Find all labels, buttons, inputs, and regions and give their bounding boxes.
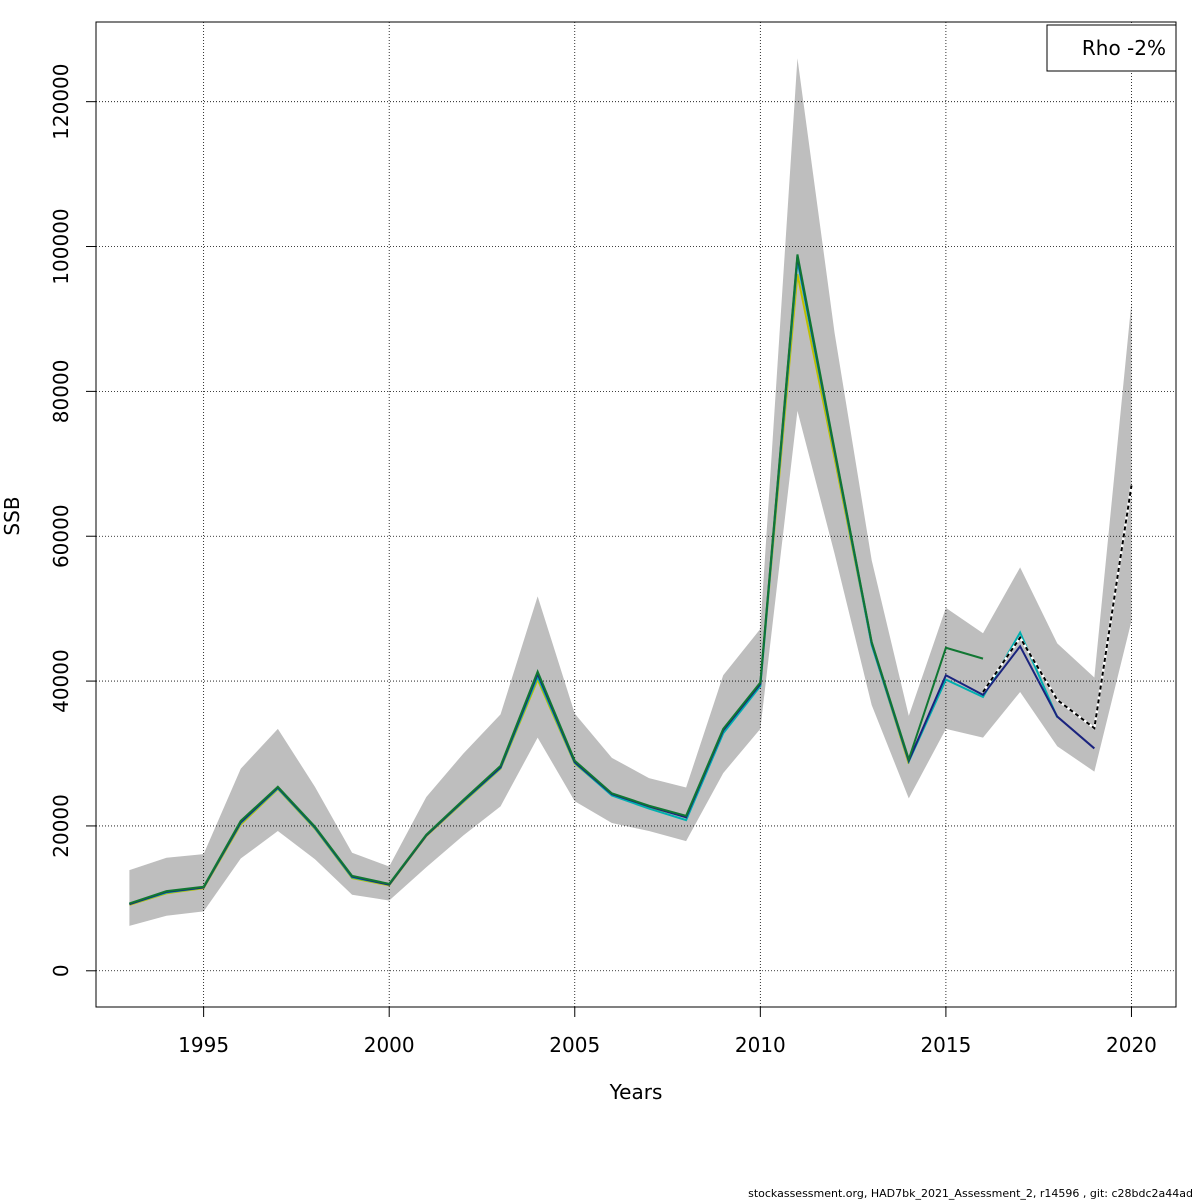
- y-tick-label: 0: [49, 964, 73, 977]
- y-tick-label: 60000: [49, 504, 73, 568]
- x-tick-label: 2010: [735, 1033, 786, 1057]
- grid-layer: [96, 22, 1176, 1007]
- confidence-band: [129, 58, 1132, 926]
- confidence-band-layer: [129, 58, 1132, 926]
- legend: Rho -2%: [1046, 24, 1177, 72]
- y-axis: 0 20000 40000 60000 80000 100000 120000: [49, 63, 97, 977]
- x-tick-label: 2000: [364, 1033, 415, 1057]
- x-tick-label: 2015: [920, 1033, 971, 1057]
- y-axis-title: SSB: [0, 496, 24, 535]
- series-line-3: [982, 485, 1133, 730]
- y-tick-label: 80000: [49, 360, 73, 424]
- series-layer: [129, 254, 1133, 906]
- y-tick-label: 100000: [49, 208, 73, 284]
- x-axis-title: Years: [609, 1080, 663, 1104]
- legend-text: Rho -2%: [1082, 36, 1166, 60]
- legend-box: [1046, 24, 1177, 72]
- x-axis: 1995 2000 2005 2010 2015 2020: [178, 1006, 1157, 1057]
- y-tick-label: 20000: [49, 794, 73, 858]
- y-tick-label: 120000: [49, 63, 73, 139]
- series-line-4: [129, 254, 984, 905]
- x-tick-label: 2005: [549, 1033, 600, 1057]
- x-tick-label: 1995: [178, 1033, 229, 1057]
- footer-credit: stockassessment.org, HAD7bk_2021_Assessm…: [748, 1187, 1193, 1200]
- x-tick-label: 2020: [1106, 1033, 1157, 1057]
- y-tick-label: 40000: [49, 649, 73, 713]
